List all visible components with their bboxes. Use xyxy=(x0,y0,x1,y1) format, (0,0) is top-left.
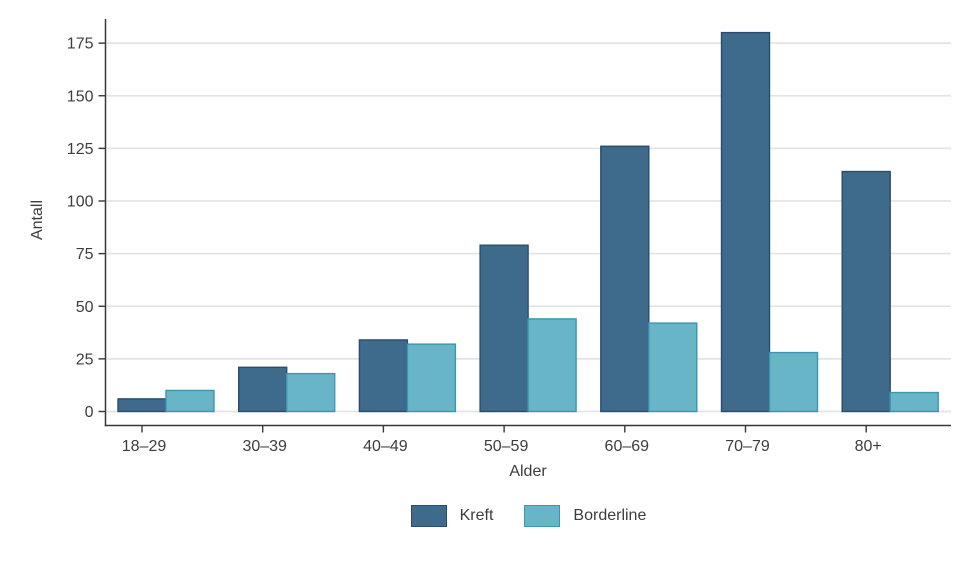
borderline-series-swatch xyxy=(524,505,561,527)
legend-label-borderline: Borderline xyxy=(573,507,647,524)
bar-kreft-4 xyxy=(600,145,650,413)
x-tick-label-6: 80+ xyxy=(855,438,882,455)
y-tick-label-175: 175 xyxy=(67,36,94,53)
bar-borderline-3 xyxy=(527,318,577,413)
bar-kreft-0 xyxy=(117,398,167,413)
bar-borderline-5 xyxy=(768,351,819,413)
legend-label-kreft: Kreft xyxy=(459,507,494,524)
y-tick-label-50: 50 xyxy=(76,299,94,316)
bar-borderline-2 xyxy=(406,343,457,413)
bar-kreft-2 xyxy=(358,339,409,413)
y-tick-label-100: 100 xyxy=(67,194,94,211)
x-tick-label-4: 60–69 xyxy=(605,438,650,455)
x-tick-label-0: 18–29 xyxy=(122,438,167,455)
x-tick-label-5: 70–79 xyxy=(725,438,770,455)
y-tick-label-25: 25 xyxy=(76,351,94,368)
bar-kreft-5 xyxy=(720,31,771,413)
x-tick-label-3: 50–59 xyxy=(484,438,529,455)
y-tick-label-0: 0 xyxy=(85,404,94,421)
bar-kreft-6 xyxy=(841,170,891,413)
bar-kreft-1 xyxy=(237,366,288,413)
legend-item-borderline: Borderline xyxy=(524,505,646,527)
x-tick-label-2: 40–49 xyxy=(363,438,408,455)
bar-borderline-4 xyxy=(648,322,698,413)
y-tick-label-150: 150 xyxy=(67,88,94,105)
y-tick-label-75: 75 xyxy=(76,246,94,263)
y-tick-label-125: 125 xyxy=(67,141,94,158)
legend: Kreft Borderline xyxy=(106,505,951,527)
bar-borderline-1 xyxy=(286,372,336,413)
bar-kreft-3 xyxy=(479,244,529,413)
kreft-series-swatch xyxy=(410,505,447,527)
x-tick-label-1: 30–39 xyxy=(242,438,287,455)
legend-item-kreft: Kreft xyxy=(410,505,494,527)
y-axis-title: Antall xyxy=(29,199,46,241)
bar-borderline-6 xyxy=(889,391,939,413)
x-axis-title: Alder xyxy=(509,463,547,480)
bar-borderline-0 xyxy=(165,389,215,413)
